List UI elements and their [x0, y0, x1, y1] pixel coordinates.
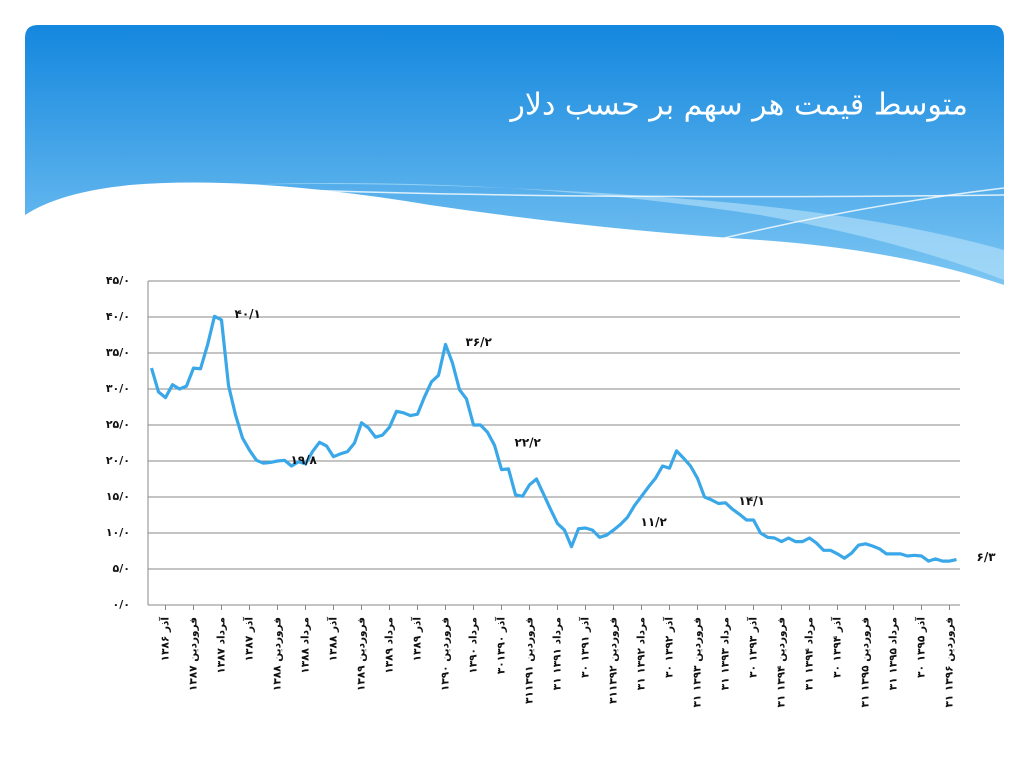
x-tick-label: آذر ۱۳۸۹: [411, 617, 424, 662]
y-tick-label: ۱۰/۰: [106, 526, 130, 539]
y-tick-label: ۱۵/۰: [106, 490, 130, 503]
x-tick-label: ۳۰ آذر ۱۳۹۱: [579, 617, 592, 678]
x-tick-label: آذر ۱۳۸۷: [243, 617, 256, 662]
x-tick-label: ۳۱ مرداد ۱۳۹۳: [720, 617, 732, 690]
x-tick-label: ۳۱ فروردین ۱۳۹۳: [692, 617, 704, 708]
y-tick-label: ۳۰/۰: [106, 382, 130, 395]
x-tick-label: ۳۰ آذر ۱۳۹۴: [831, 617, 844, 678]
data-label: ۲۲/۲: [515, 436, 542, 450]
y-tick-label: ۳۵/۰: [106, 346, 130, 359]
y-tick-label: ۵/۰: [113, 562, 130, 575]
x-tick-label: ۳۰ آذر ۱۳۹۳: [747, 617, 760, 678]
y-tick-label: ۲۵/۰: [106, 418, 130, 431]
data-label: ۶/۳: [977, 550, 997, 564]
x-tick-label: ۳۱ مرداد ۱۳۹۲: [636, 617, 648, 690]
x-tick-label: ۳۰ آذر ۱۳۹۵: [915, 617, 928, 678]
x-tick-label: ۳۱ مرداد ۱۳۹۱: [552, 617, 564, 690]
y-tick-label: ۴۰/۰: [106, 310, 130, 323]
x-tick-label: ۳۱ فروردین ۱۳۹۶: [944, 617, 956, 708]
y-tick-label: ۲۰/۰: [106, 454, 130, 467]
header: [25, 25, 1005, 285]
x-tick-label: ۳۱ مرداد ۱۳۹۴: [804, 617, 816, 690]
x-tick-label: مرداد ۱۳۸۷: [216, 617, 228, 674]
data-line: [149, 314, 957, 563]
x-tick-label: مرداد ۱۳۸۸: [300, 617, 312, 674]
y-tick-label: ۰/۰: [113, 598, 130, 611]
x-tick-label: آذر ۱۳۸۶: [159, 617, 172, 662]
x-tick-label: فروردین ۱۳۹۰: [440, 617, 452, 691]
slide-title: متوسط قیمت هر سهم بر حسب دلار: [508, 88, 968, 123]
x-tick-label: ۳۱ فروردین ۱۳۹۴: [776, 617, 788, 708]
x-tick-label: فروردین ۱۳۸۸: [272, 617, 284, 691]
x-tick-label: ۳۱ مرداد ۱۳۹۵: [888, 617, 900, 690]
data-label: ۱۴/۱: [739, 494, 765, 508]
x-tick-label: ۳۱فروردین ۱۳۹۲: [608, 617, 620, 704]
x-tick-label: فروردین ۱۳۸۹: [356, 617, 368, 691]
x-tick-label: ۳۰آذر ۱۳۹۰: [495, 617, 508, 675]
data-label: ۴۰/۱: [235, 307, 261, 321]
data-label: ۱۱/۲: [641, 515, 668, 529]
x-tick-label: فروردین ۱۳۸۷: [188, 617, 200, 691]
x-tick-label: مرداد ۱۳۹۰: [468, 617, 480, 674]
x-tick-label: ۳۰ آذر ۱۳۹۲: [663, 617, 676, 678]
data-label: ۳۶/۲: [466, 335, 493, 349]
x-tick-label: مرداد ۱۳۸۹: [384, 617, 396, 674]
x-tick-label: ۳۱ فروردین ۱۳۹۵: [860, 617, 872, 708]
plot: ۰/۰ ۵/۰ ۱۰/۰ ۱۵/۰ ۲۰/۰ ۲۵/۰ ۳۰/۰ ۳۵/۰ ۴۰/۰ ۴۵/۰ آذ…: [106, 274, 996, 708]
data-label: ۱۹/۸: [291, 453, 318, 467]
x-tick-label: آذر ۱۳۸۸: [327, 617, 340, 662]
y-tick-label: ۴۵/۰: [106, 274, 130, 287]
x-tick-label: ۳۱فروردین ۱۳۹۱: [524, 617, 536, 704]
